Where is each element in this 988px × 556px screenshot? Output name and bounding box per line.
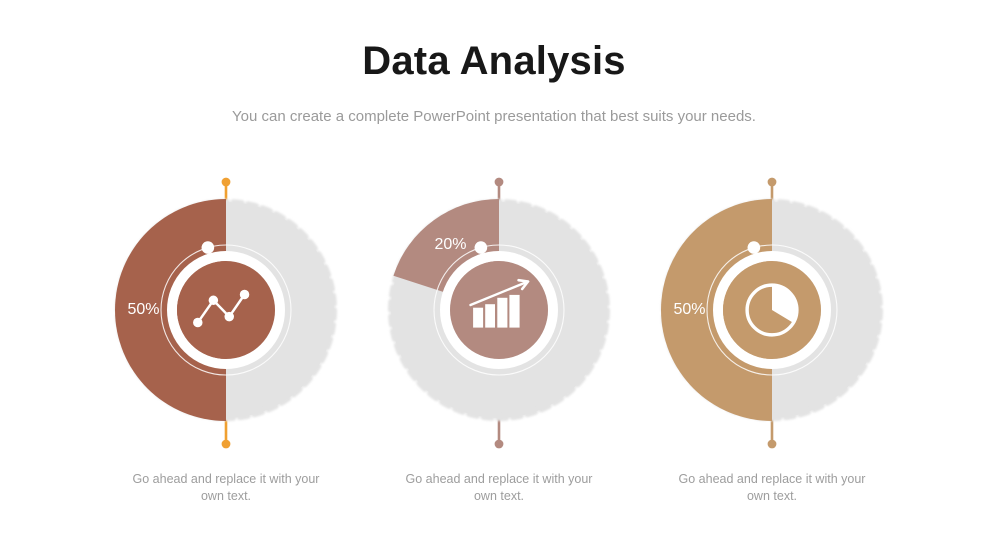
svg-text:50%: 50%: [127, 301, 159, 318]
svg-text:50%: 50%: [673, 301, 705, 318]
svg-text:20%: 20%: [434, 236, 466, 253]
